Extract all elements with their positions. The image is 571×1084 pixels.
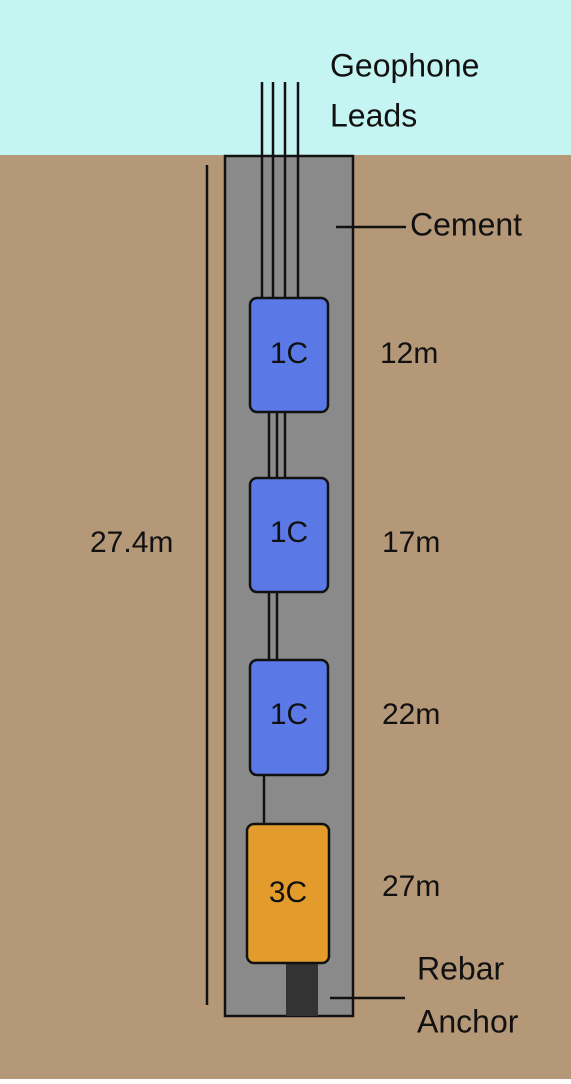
rebar-anchor-label-line2: Anchor [417, 1003, 519, 1039]
connecting-wires [262, 412, 287, 824]
depth-label: 22m [382, 698, 440, 731]
cement-label: Cement [410, 206, 522, 242]
sensor-type-label: 1C [270, 516, 308, 549]
depth-label: 17m [382, 526, 440, 559]
sensor-box [248, 658, 330, 777]
sensor-box [248, 296, 330, 414]
sensor-type-label: 1C [270, 337, 308, 370]
geophone-leads [260, 82, 300, 298]
rebar-anchor-label: Rebar [417, 950, 505, 986]
sensor-box [248, 476, 330, 594]
sensor-4: 3C [245, 822, 331, 965]
rebar-anchor [286, 963, 318, 1016]
sensor-type-label: 3C [269, 876, 307, 909]
geophone-leads-label-line2: Leads [330, 97, 417, 133]
sensor-box [245, 822, 331, 965]
sensor-2: 1C [248, 476, 330, 594]
sensor-1: 1C [248, 296, 330, 414]
total-depth-label: 27.4m [90, 526, 173, 559]
geophone-leads-label: Geophone [330, 47, 479, 83]
sensor-3: 1C [248, 658, 330, 777]
depth-label: 12m [380, 337, 438, 370]
depth-label: 27m [382, 870, 440, 903]
sensor-type-label: 1C [270, 698, 308, 731]
